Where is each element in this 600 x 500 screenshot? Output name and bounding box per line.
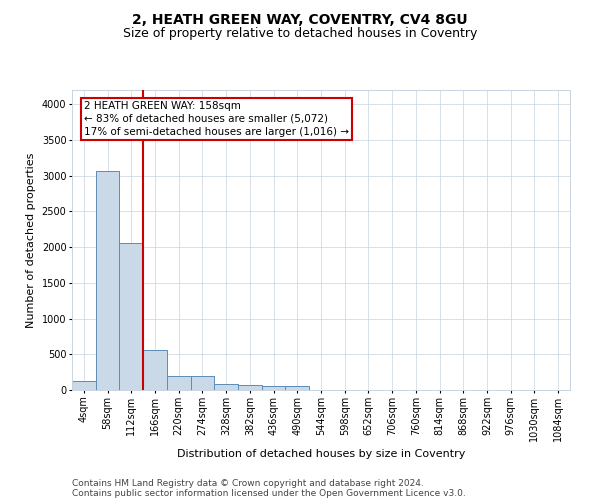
Text: Size of property relative to detached houses in Coventry: Size of property relative to detached ho…	[123, 28, 477, 40]
X-axis label: Distribution of detached houses by size in Coventry: Distribution of detached houses by size …	[177, 449, 465, 459]
Bar	[119, 243, 143, 390]
Text: Contains HM Land Registry data © Crown copyright and database right 2024.: Contains HM Land Registry data © Crown c…	[72, 478, 424, 488]
Bar	[191, 376, 214, 390]
Bar	[143, 350, 167, 390]
Bar	[262, 386, 286, 390]
Bar	[286, 386, 309, 390]
Bar	[167, 376, 191, 390]
Bar	[72, 380, 96, 390]
Bar	[96, 172, 119, 390]
Y-axis label: Number of detached properties: Number of detached properties	[26, 152, 36, 328]
Text: Contains public sector information licensed under the Open Government Licence v3: Contains public sector information licen…	[72, 488, 466, 498]
Text: 2 HEATH GREEN WAY: 158sqm
← 83% of detached houses are smaller (5,072)
17% of se: 2 HEATH GREEN WAY: 158sqm ← 83% of detac…	[85, 100, 349, 137]
Bar	[214, 384, 238, 390]
Bar	[238, 386, 262, 390]
Text: 2, HEATH GREEN WAY, COVENTRY, CV4 8GU: 2, HEATH GREEN WAY, COVENTRY, CV4 8GU	[132, 12, 468, 26]
